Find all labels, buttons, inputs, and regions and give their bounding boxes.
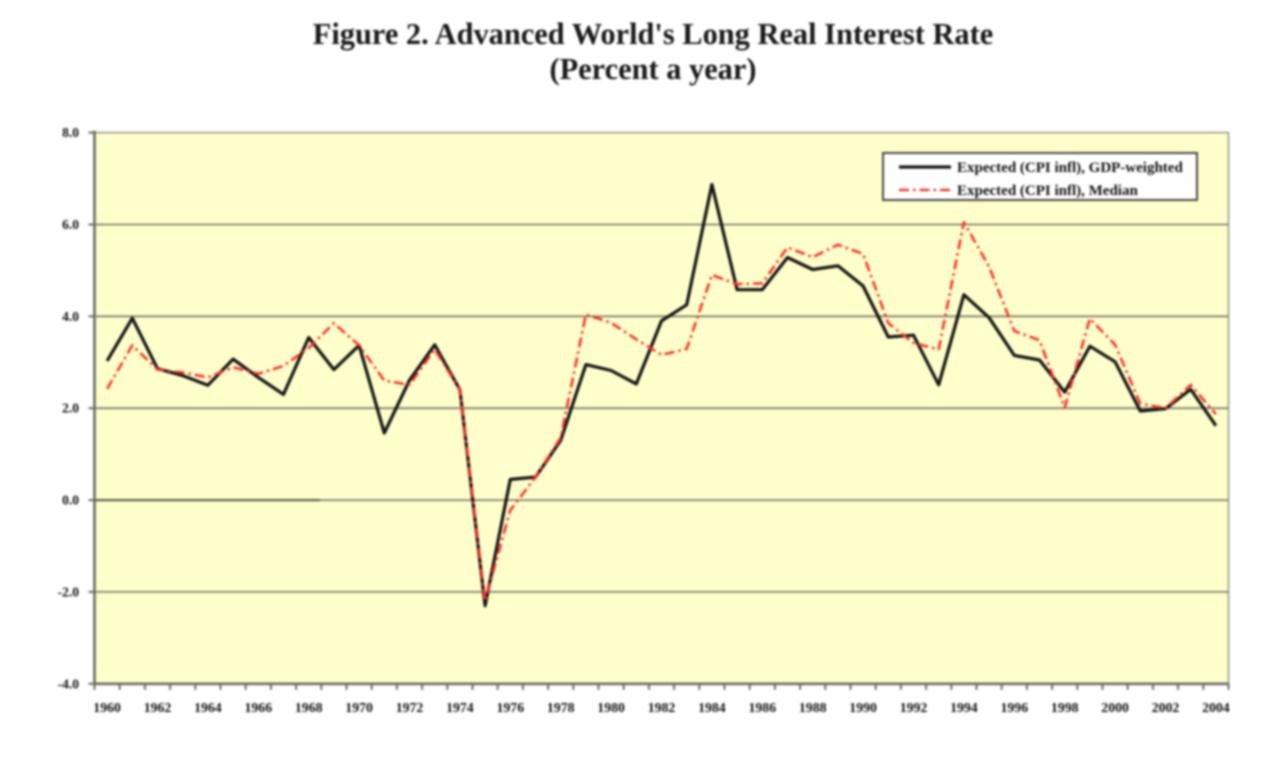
svg-text:1960: 1960 bbox=[93, 700, 121, 715]
svg-text:Expected (CPI infl), Median: Expected (CPI infl), Median bbox=[957, 183, 1138, 199]
svg-text:1962: 1962 bbox=[144, 700, 172, 715]
svg-text:1998: 1998 bbox=[1051, 700, 1079, 715]
svg-text:1964: 1964 bbox=[194, 700, 222, 715]
svg-text:-2.0: -2.0 bbox=[58, 584, 80, 599]
svg-text:1968: 1968 bbox=[295, 700, 323, 715]
svg-text:1966: 1966 bbox=[245, 700, 273, 715]
svg-text:2000: 2000 bbox=[1101, 700, 1129, 715]
svg-text:4.0: 4.0 bbox=[62, 309, 79, 324]
svg-text:1988: 1988 bbox=[799, 700, 827, 715]
svg-text:1976: 1976 bbox=[497, 700, 525, 715]
svg-text:8.0: 8.0 bbox=[62, 125, 79, 140]
svg-text:1984: 1984 bbox=[698, 700, 726, 715]
svg-text:Expected (CPI infl), GDP-weigh: Expected (CPI infl), GDP-weighted bbox=[957, 160, 1183, 176]
svg-text:2002: 2002 bbox=[1152, 700, 1180, 715]
svg-text:2004: 2004 bbox=[1202, 700, 1230, 715]
svg-text:1982: 1982 bbox=[648, 700, 676, 715]
svg-text:1992: 1992 bbox=[900, 700, 928, 715]
svg-text:1980: 1980 bbox=[597, 700, 625, 715]
svg-text:1986: 1986 bbox=[749, 700, 777, 715]
svg-text:1970: 1970 bbox=[345, 700, 373, 715]
svg-text:2.0: 2.0 bbox=[62, 401, 79, 416]
svg-text:1978: 1978 bbox=[547, 700, 575, 715]
svg-text:1972: 1972 bbox=[396, 700, 424, 715]
svg-text:1990: 1990 bbox=[849, 700, 877, 715]
svg-text:6.0: 6.0 bbox=[62, 217, 79, 232]
svg-text:1996: 1996 bbox=[1001, 700, 1029, 715]
svg-text:-4.0: -4.0 bbox=[58, 676, 80, 691]
svg-text:1974: 1974 bbox=[446, 700, 474, 715]
svg-text:0.0: 0.0 bbox=[62, 493, 79, 508]
svg-text:1994: 1994 bbox=[950, 700, 978, 715]
